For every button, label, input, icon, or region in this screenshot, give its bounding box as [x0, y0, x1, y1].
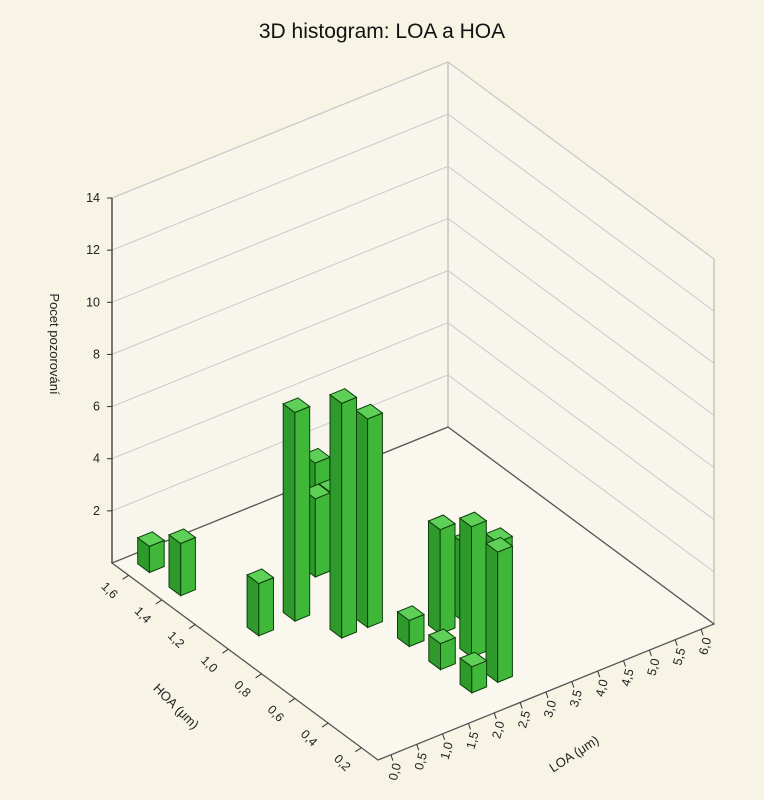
bar-top — [458, 511, 488, 528]
z-tick-label: 10 — [86, 295, 100, 309]
z-axis-label: Pocet pozorování — [47, 293, 62, 395]
bar-side-left — [355, 409, 369, 629]
hoa-tick-mark — [321, 722, 329, 728]
loa-tick-mark — [442, 733, 446, 741]
z-gridline — [111, 270, 715, 469]
bar-side-right — [341, 396, 357, 639]
bar-side-left — [282, 402, 296, 623]
bar-top — [328, 388, 358, 404]
loa-tick-mark — [700, 629, 704, 636]
hoa-tick-label: 0,2 — [331, 752, 353, 774]
bar-side-right — [497, 545, 513, 684]
bar-side-right — [314, 492, 331, 578]
bar-top — [354, 403, 384, 420]
bar-top — [167, 528, 197, 545]
hoa-tick-mark — [122, 574, 129, 580]
bar-side-left — [246, 573, 260, 637]
bar-top — [459, 651, 488, 668]
loa-tick-label: 0,0 — [386, 761, 404, 781]
bar-side-right — [180, 536, 196, 597]
z-tick-label: 8 — [93, 347, 100, 361]
hoa-tick-mark — [155, 599, 163, 605]
z-tick-label: 6 — [93, 400, 100, 414]
chart-title: 3D histogram: LOA a HOA — [258, 20, 506, 43]
z-gridline — [111, 217, 715, 416]
z-gridline — [111, 322, 715, 521]
loa-tick-mark — [416, 744, 420, 751]
bar-side-right — [258, 576, 274, 637]
loa-tick-mark — [674, 639, 678, 646]
z-gridline — [111, 374, 715, 573]
loa-tick-label: 4,0 — [593, 678, 611, 698]
z-tick-label: 14 — [86, 191, 100, 205]
hoa-tick-label: 0,6 — [265, 703, 287, 725]
hoa-tick-label: 1,6 — [98, 579, 120, 601]
z-tick-label: 2 — [93, 504, 100, 518]
hoa-tick-label: 0,8 — [231, 678, 253, 700]
bar-top — [246, 568, 275, 585]
loa-tick-mark — [571, 681, 575, 688]
hoa-tick-label: 1,0 — [198, 653, 220, 675]
hoa-tick-label: 1,2 — [165, 629, 187, 651]
bar-top — [396, 605, 426, 622]
loa-tick-mark — [390, 754, 394, 761]
bar-side-right — [367, 412, 383, 629]
loa-tick-label: 5,0 — [645, 657, 663, 677]
loa-tick-mark — [467, 723, 471, 730]
bar-top — [136, 531, 166, 547]
loa-tick-label: 1,0 — [438, 741, 456, 761]
bar-side-left — [485, 542, 499, 684]
z-tick-label: 12 — [86, 243, 100, 257]
loa-tick-mark — [597, 670, 601, 678]
loa-axis-label: LOA (μm) — [546, 732, 601, 775]
loa-tick-label: 3,5 — [567, 688, 585, 708]
hoa-tick-label: 1,4 — [132, 604, 154, 626]
bar-top — [427, 514, 457, 531]
loa-tick-label: 3,0 — [541, 699, 559, 719]
loa-tick-label: 4,5 — [619, 667, 637, 687]
hoa-tick-mark — [255, 673, 262, 679]
z-gridline — [111, 113, 715, 312]
hoa-tick-label: 0,4 — [298, 727, 320, 749]
loa-tick-mark — [545, 691, 549, 699]
hoa-tick-mark — [288, 698, 296, 703]
bar-top — [282, 397, 311, 414]
z-tick-label: 4 — [93, 452, 100, 466]
loa-tick-mark — [493, 712, 497, 720]
floor — [110, 426, 716, 761]
hoa-tick-mark — [355, 747, 362, 753]
bar-side-left — [168, 533, 182, 597]
bar-side-left — [329, 393, 343, 639]
z-gridline — [111, 165, 715, 364]
loa-tick-label: 6,0 — [696, 636, 714, 656]
loa-tick-label: 1,5 — [464, 730, 482, 750]
loa-tick-label: 2,5 — [515, 709, 533, 729]
bar-side-right — [294, 405, 311, 622]
hoa-axis-label: HOA (μm) — [150, 680, 202, 732]
bar-top — [427, 628, 457, 645]
bar-side-left — [428, 520, 441, 635]
loa-tick-label: 2,0 — [489, 720, 507, 740]
bar-side-left — [459, 517, 472, 659]
bar-side-right — [439, 522, 456, 635]
loa-tick-label: 5,5 — [670, 646, 688, 666]
hoa-tick-mark — [222, 648, 229, 654]
loa-tick-mark — [648, 649, 652, 657]
bar-top — [484, 536, 514, 553]
bar-top — [484, 527, 514, 543]
loa-tick-mark — [623, 660, 627, 667]
bar-side-right — [471, 520, 487, 658]
z-gridline — [111, 61, 715, 260]
loa-tick-label: 0,5 — [412, 751, 430, 771]
hoa-tick-mark — [188, 624, 196, 629]
loa-tick-mark — [519, 702, 523, 709]
